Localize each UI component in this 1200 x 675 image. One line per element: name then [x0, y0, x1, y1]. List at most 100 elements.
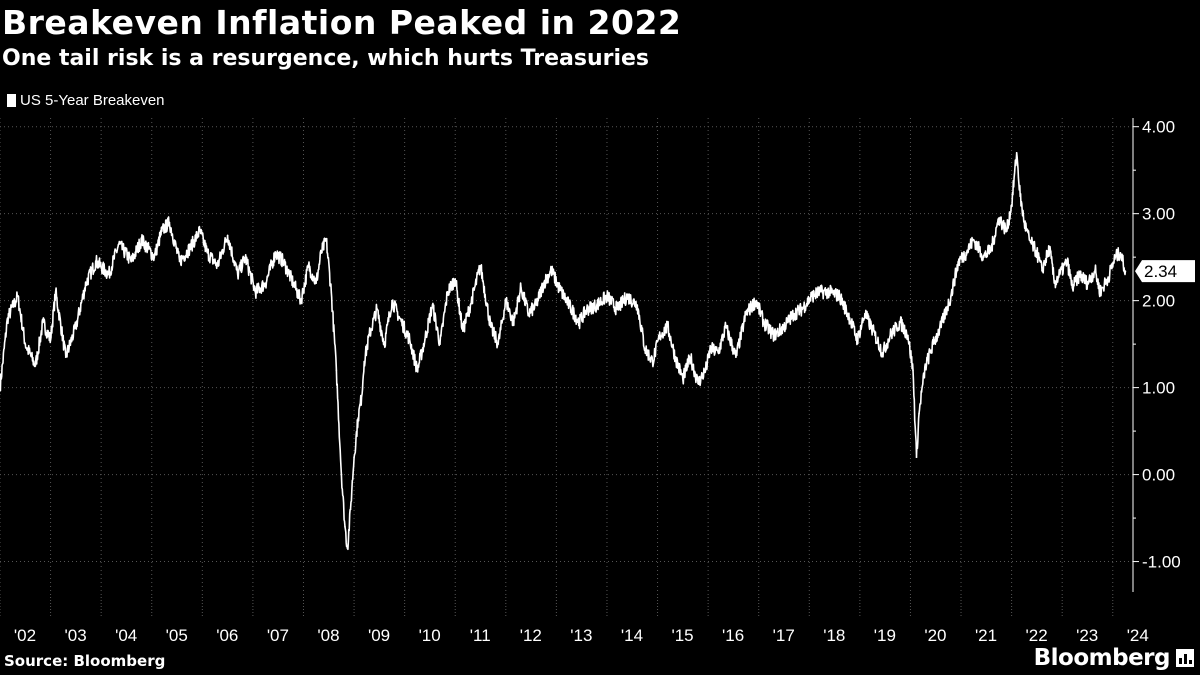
- data-point: [383, 343, 386, 345]
- data-point: [818, 291, 821, 293]
- data-point: [505, 299, 507, 302]
- x-tick-label: '08: [317, 626, 339, 645]
- data-point: [24, 343, 27, 345]
- data-point: [578, 321, 580, 324]
- data-point: [1114, 256, 1117, 258]
- data-point: [626, 295, 628, 298]
- data-point: [990, 247, 993, 250]
- data-point: [368, 334, 371, 337]
- data-point: [282, 260, 285, 263]
- data-point: [717, 352, 720, 354]
- last-value-marker: 2.34: [1135, 260, 1195, 283]
- y-tick-label: 4.00: [1142, 118, 1175, 137]
- data-point: [54, 291, 57, 293]
- data-point: [1023, 221, 1026, 224]
- data-point: [666, 325, 669, 328]
- data-point: [762, 321, 765, 324]
- data-point: [216, 265, 219, 267]
- data-point: [353, 456, 355, 458]
- data-point: [644, 347, 646, 350]
- data-point: [130, 260, 133, 263]
- last-value-badge: [1135, 260, 1195, 283]
- x-tick-label: '24: [1127, 626, 1149, 645]
- data-point: [0, 386, 1, 389]
- bar-chart-icon: [1176, 649, 1194, 667]
- data-point: [616, 308, 618, 311]
- data-point: [300, 299, 302, 302]
- data-point: [330, 291, 333, 293]
- data-point: [1041, 269, 1043, 272]
- data-point: [932, 343, 935, 345]
- data-point: [527, 312, 530, 315]
- data-point: [606, 295, 608, 298]
- data-point: [745, 312, 747, 315]
- data-point: [85, 282, 87, 285]
- x-tick-label: '20: [924, 626, 946, 645]
- data-point: [178, 260, 181, 263]
- data-point: [907, 334, 909, 337]
- data-point: [982, 256, 985, 258]
- data-point: [773, 334, 775, 337]
- data-point: [1066, 260, 1069, 263]
- data-point: [636, 304, 639, 306]
- data-point: [838, 295, 841, 298]
- data-point: [6, 317, 9, 319]
- data-point: [1010, 204, 1013, 206]
- data-point: [398, 317, 401, 319]
- data-point: [340, 473, 343, 476]
- chart-subtitle: One tail risk is a resurgence, which hur…: [2, 46, 650, 71]
- data-point: [325, 238, 328, 241]
- data-point: [292, 282, 295, 285]
- data-point: [274, 252, 277, 254]
- series-line: [0, 152, 1127, 551]
- data-point: [346, 547, 349, 550]
- y-tick-label: 3.00: [1142, 205, 1175, 224]
- x-tick-label: '05: [166, 626, 188, 645]
- data-point: [349, 508, 352, 511]
- data-point: [408, 338, 411, 341]
- data-point: [75, 325, 77, 328]
- brand-wordmark: Bloomberg: [1033, 645, 1171, 671]
- data-point: [497, 343, 500, 345]
- data-point: [1079, 273, 1081, 276]
- data-point: [848, 317, 851, 319]
- data-point: [344, 525, 346, 528]
- data-point: [1048, 247, 1051, 250]
- data-point: [828, 291, 831, 293]
- data-point: [1124, 270, 1127, 272]
- data-point: [899, 321, 902, 324]
- data-point: [998, 217, 1000, 219]
- data-point: [558, 286, 560, 289]
- data-point: [596, 304, 598, 306]
- data-point: [881, 352, 884, 354]
- data-point: [874, 334, 876, 337]
- last-value-label: 2.34: [1144, 262, 1177, 281]
- x-tick-label: '07: [267, 626, 289, 645]
- x-tick-label: '22: [1026, 626, 1048, 645]
- data-point: [363, 360, 365, 363]
- data-point: [965, 252, 967, 254]
- data-point: [550, 269, 553, 272]
- data-point: [682, 378, 684, 380]
- data-point: [307, 265, 310, 267]
- data-point: [542, 282, 545, 285]
- data-point: [709, 347, 712, 350]
- data-point: [912, 369, 914, 372]
- x-tick-label: '16: [722, 626, 744, 645]
- data-point: [735, 356, 737, 358]
- data-point: [118, 243, 120, 245]
- data-point: [924, 365, 927, 367]
- data-point: [889, 334, 892, 337]
- data-point: [704, 369, 707, 372]
- data-point: [376, 308, 378, 311]
- data-point: [42, 321, 44, 324]
- data-point: [1086, 282, 1089, 285]
- data-point: [64, 356, 67, 358]
- y-tick-label: 1.00: [1142, 379, 1175, 398]
- x-axis: '02 '03 '04 '05 '06 '07 '08 '09 '10 '11 '12 '13 '14 '…: [0, 594, 1149, 645]
- data-point: [1071, 286, 1074, 289]
- data-point: [95, 260, 97, 263]
- x-tick-label: '17: [773, 626, 795, 645]
- data-point: [689, 356, 692, 358]
